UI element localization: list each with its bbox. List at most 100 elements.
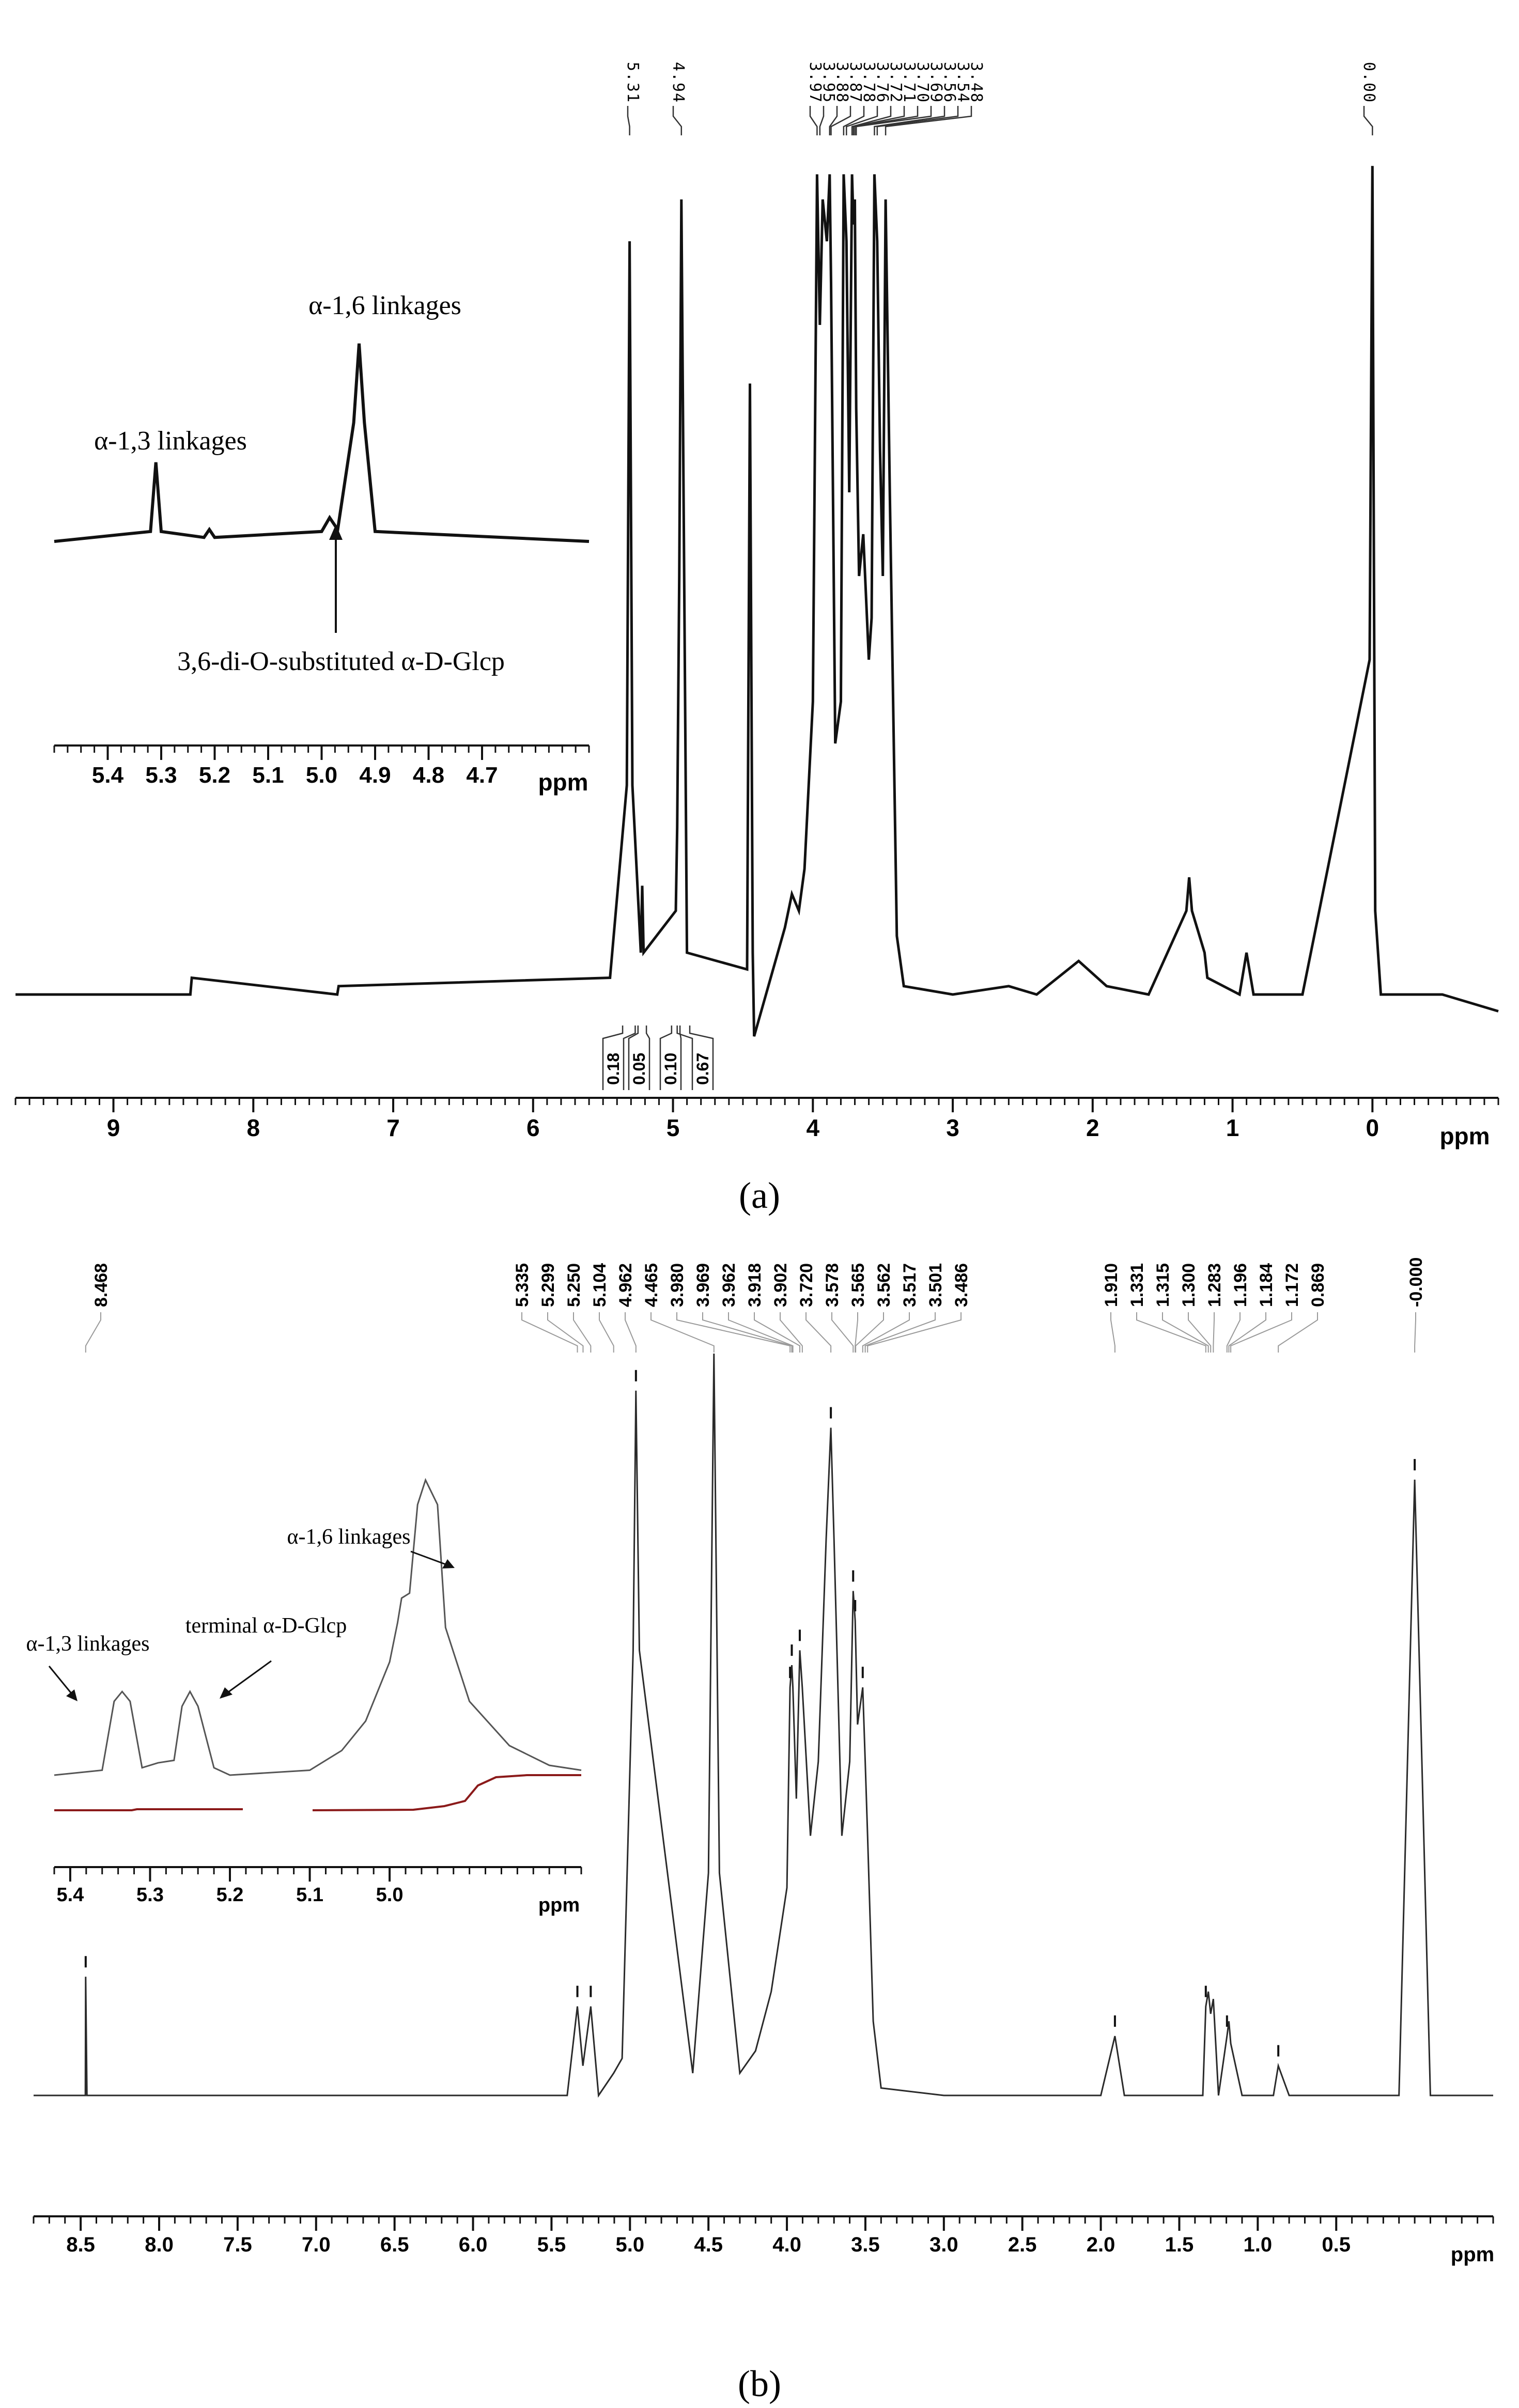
panel-a-peak-label-line-7: [846, 106, 878, 135]
panel-a-peak-label-line-13: [876, 106, 959, 135]
panel-b-x-axis-tick-label-8: 4.5: [694, 2233, 723, 2256]
panel-b-peak-label-line-5: [625, 1312, 637, 1353]
panel-b-x-axis-tick-label-13: 2.0: [1087, 2233, 1115, 2256]
panel-b-x-axis-tick-label-11: 3.0: [929, 2233, 958, 2256]
panel-b-arrow-alpha-1-3-head: [66, 1689, 78, 1701]
panel-a-peak-label-line-15: [1363, 106, 1373, 135]
panel-a-inset-x-axis: 5.4 5.3 5.2 5.1 5.0 4.9 4.8 4.7: [53, 744, 590, 788]
panel-a: 5.31 4.94 3.973.953.883.873.783.763.723.71…: [14, 62, 1499, 1216]
panel-b-x-axis-tick-label-15: 1.0: [1244, 2233, 1273, 2256]
panel-a-spectrum-trace: [16, 166, 1499, 1037]
panel-b-x-axis-tick-label-0: 8.5: [66, 2233, 95, 2256]
panel-b-peak-label-line-0: [85, 1312, 101, 1353]
panel-b-peak-label-0: 8.468: [91, 1263, 111, 1307]
panel-b-inset-axis-tick-label-3: 5.1: [296, 1884, 323, 1906]
panel-a-peak-label-3: 3.95: [819, 62, 838, 103]
panel-a-x-axis-tick-label-2: 7: [386, 1114, 400, 1141]
panel-a-peak-label-line-11: [855, 106, 932, 135]
panel-b-peak-label-line-28: [1414, 1312, 1416, 1353]
panel-a-inset-arrowhead: [329, 524, 343, 540]
panel-a-integral-value-1: 0.05: [630, 1053, 648, 1085]
panel-b-x-axis-tick-label-9: 4.0: [772, 2233, 801, 2256]
panel-a-peak-label-line-9: [853, 106, 905, 135]
panel-b-peak-label-line-23: [1213, 1312, 1215, 1353]
panel-b-peak-label-line-3: [573, 1312, 592, 1353]
panel-b-x-axis-tick-label-5: 6.0: [459, 2233, 488, 2256]
panel-a-peak-label-9: 3.71: [900, 62, 918, 103]
panel-a-x-axis-tick-label-5: 4: [807, 1114, 820, 1141]
panel-a-x-axis-tick-label-1: 8: [246, 1114, 260, 1141]
panel-b-spectrum-trace: [34, 1353, 1493, 2098]
panel-a-peak-label-15: 0.00: [1360, 62, 1378, 103]
panel-b-peak-label-line-4: [599, 1312, 614, 1353]
panel-a-x-axis-tick-label-6: 3: [946, 1114, 959, 1141]
panel-b-peak-labels: 8.468 5.335 5.299 5.250 5.104 4.962 4.465 3.980…: [85, 1257, 1426, 1353]
panel-a-x-axis-tick-label-8: 1: [1226, 1114, 1239, 1141]
panel-b-inset-axis-tick-label-1: 5.3: [136, 1884, 164, 1906]
panel-b-peak-label-line-7: [676, 1312, 791, 1353]
panel-b-peak-label-line-8: [702, 1312, 793, 1353]
panel-b-peak-label-line-6: [650, 1312, 715, 1353]
panel-a-peak-label-10: 3.70: [913, 62, 932, 103]
panel-a-integral-value-3: 0.67: [693, 1053, 712, 1085]
panel-b-inset-x-axis-unit: ppm: [538, 1894, 580, 1916]
panel-b-x-axis-tick-label-16: 0.5: [1322, 2233, 1351, 2256]
panel-b-peak-label-10: 3.918: [745, 1263, 765, 1307]
panel-b-inset-integral-1: [54, 1808, 243, 1811]
panel-b-peak-label-5: 4.962: [616, 1263, 636, 1307]
panel-b-x-axis-tick-label-14: 1.5: [1165, 2233, 1194, 2256]
panel-a-peak-label-line-8: [851, 106, 892, 135]
panel-a-inset-trace: [54, 343, 590, 543]
panel-b-peak-label-line-10: [754, 1312, 800, 1353]
panel-b-arrow-terminal-line: [226, 1660, 272, 1695]
panel-b-x-axis-tick-label-1: 8.0: [145, 2233, 174, 2256]
panel-b-peak-label-20: 1.331: [1127, 1263, 1147, 1307]
panel-a-inset-axis-tick-label-1: 5.3: [145, 763, 177, 788]
panel-a-integral-bracket-3: [676, 1026, 714, 1090]
panel-b-peak-label-line-20: [1136, 1312, 1206, 1353]
panel-a-inset-annotation-alpha-1-3: α-1,3 linkages: [94, 426, 247, 456]
panel-b-x-axis-tick-label-7: 5.0: [615, 2233, 644, 2256]
panel-b-peak-label-line-25: [1228, 1312, 1266, 1353]
panel-b-caption: (b): [738, 2363, 781, 2404]
panel-b-inset-axis-tick-label-0: 5.4: [56, 1884, 84, 1906]
panel-a-x-axis: 9 8 7 6 5 4 3 2 1 0: [14, 1097, 1499, 1141]
panel-b-peak-label-25: 1.184: [1257, 1263, 1276, 1307]
panel-a-peak-label-8: 3.72: [887, 62, 905, 103]
panel-b-x-axis-unit: ppm: [1451, 2243, 1494, 2266]
panel-b-peak-label-26: 1.172: [1282, 1263, 1302, 1307]
panel-a-integrals: 0.18 0.05 0.10 0.67: [602, 1026, 714, 1090]
panel-b-inset-axis-tick-label-2: 5.2: [216, 1884, 244, 1906]
panel-b-peak-label-23: 1.283: [1205, 1263, 1225, 1307]
panel-b-peak-markers: [84, 1370, 1416, 2057]
panel-a-peak-label-4: 3.88: [833, 62, 851, 103]
panel-b-x-axis-tick-label-4: 6.5: [380, 2233, 409, 2256]
panel-a-inset-x-axis-unit: ppm: [538, 769, 588, 796]
panel-b-peak-label-4: 5.104: [590, 1263, 610, 1307]
panel-a-peak-label-6: 3.78: [860, 62, 878, 103]
panel-b-inset-trace: [54, 1478, 582, 1776]
panel-a-x-axis-tick-label-4: 5: [667, 1114, 680, 1141]
panel-a-peak-label-line-1: [672, 106, 683, 135]
panel-b-peak-label-7: 3.980: [668, 1263, 687, 1307]
panel-a-x-axis-tick-label-3: 6: [526, 1114, 540, 1141]
panel-b-x-axis-tick-label-2: 7.5: [223, 2233, 252, 2256]
panel-b-peak-label-line-16: [862, 1312, 910, 1353]
panel-b-peak-label-line-15: [855, 1312, 884, 1353]
panel-b-inset-annotation-alpha-1-6: α-1,6 linkages: [287, 1525, 411, 1549]
panel-b-peak-label-line-19: [1110, 1312, 1115, 1353]
panel-b-peak-label-19: 1.910: [1102, 1263, 1121, 1307]
panel-a-x-axis-unit: ppm: [1439, 1123, 1490, 1149]
panel-a-x-axis-tick-label-9: 0: [1366, 1114, 1380, 1141]
panel-a-inset-axis-tick-label-7: 4.7: [466, 763, 498, 788]
panel-b-peak-label-11: 3.902: [771, 1263, 791, 1307]
panel-a-peak-label-line-4: [829, 106, 838, 135]
panel-b-peak-label-line-24: [1226, 1312, 1241, 1353]
panel-b-peak-label-line-26: [1230, 1312, 1292, 1353]
panel-a-peak-label-line-12: [874, 106, 946, 135]
panel-b-inset-annotation-alpha-1-3: α-1,3 linkages: [26, 1632, 150, 1656]
panel-b: 8.468 5.335 5.299 5.250 5.104 4.962 4.465 3.980…: [26, 1257, 1495, 2404]
panel-a-peak-label-line-10: [854, 106, 919, 135]
